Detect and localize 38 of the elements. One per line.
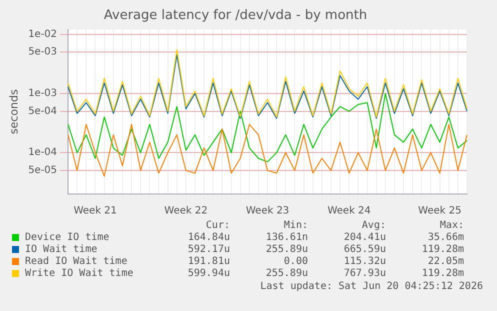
text: 136.61n — [264, 232, 308, 244]
chart-title: Average latency for /dev/vda - by month — [104, 8, 368, 24]
legend-label: Write IO Wait time — [24, 268, 134, 280]
y-axis-title: seconds — [7, 89, 20, 134]
text: 592.17u — [186, 244, 230, 256]
text: Last update: Sat Jun 20 04:25:12 2026 — [260, 281, 483, 292]
text: Cur: — [204, 220, 230, 232]
x-tick-label: Week 22 — [164, 206, 208, 217]
text: 115.32u — [342, 256, 386, 268]
x-tick-label: Week 21 — [74, 206, 117, 217]
y-tick-label: 1e-02 — [28, 28, 58, 40]
text: 255.89u — [264, 268, 308, 280]
text: 35.66m — [426, 232, 464, 244]
text: Max: — [438, 220, 464, 232]
x-tick-label: Week 24 — [327, 206, 371, 217]
legend-label: Read IO Wait time — [24, 256, 128, 268]
text: 599.94u — [186, 268, 230, 280]
text: 665.59u — [342, 244, 386, 256]
text: 119.28m — [420, 244, 464, 256]
text: 119.28m — [420, 268, 464, 280]
text: Min: — [282, 220, 308, 232]
text: 204.41u — [342, 232, 386, 244]
y-tick-label: 5e-04 — [28, 106, 58, 117]
text: 0.00 — [282, 256, 308, 268]
text: Avg: — [360, 220, 386, 232]
y-tick-label: 5e-05 — [28, 165, 58, 176]
y-tick-label: 1e-03 — [28, 88, 58, 100]
legend-label: Device IO time — [24, 232, 110, 244]
x-tick-label: Week 25 — [418, 206, 462, 217]
text: 22.05m — [426, 256, 464, 268]
y-tick-label: 5e-03 — [28, 46, 58, 58]
text: 191.81u — [186, 256, 230, 268]
text: 255.89u — [264, 244, 308, 256]
y-tick-label: 1e-04 — [28, 147, 58, 158]
text: 164.84u — [186, 232, 230, 244]
x-tick-label: Week 23 — [246, 206, 290, 217]
text: 767.93u — [342, 268, 386, 280]
legend-label: IO Wait time — [24, 244, 98, 256]
